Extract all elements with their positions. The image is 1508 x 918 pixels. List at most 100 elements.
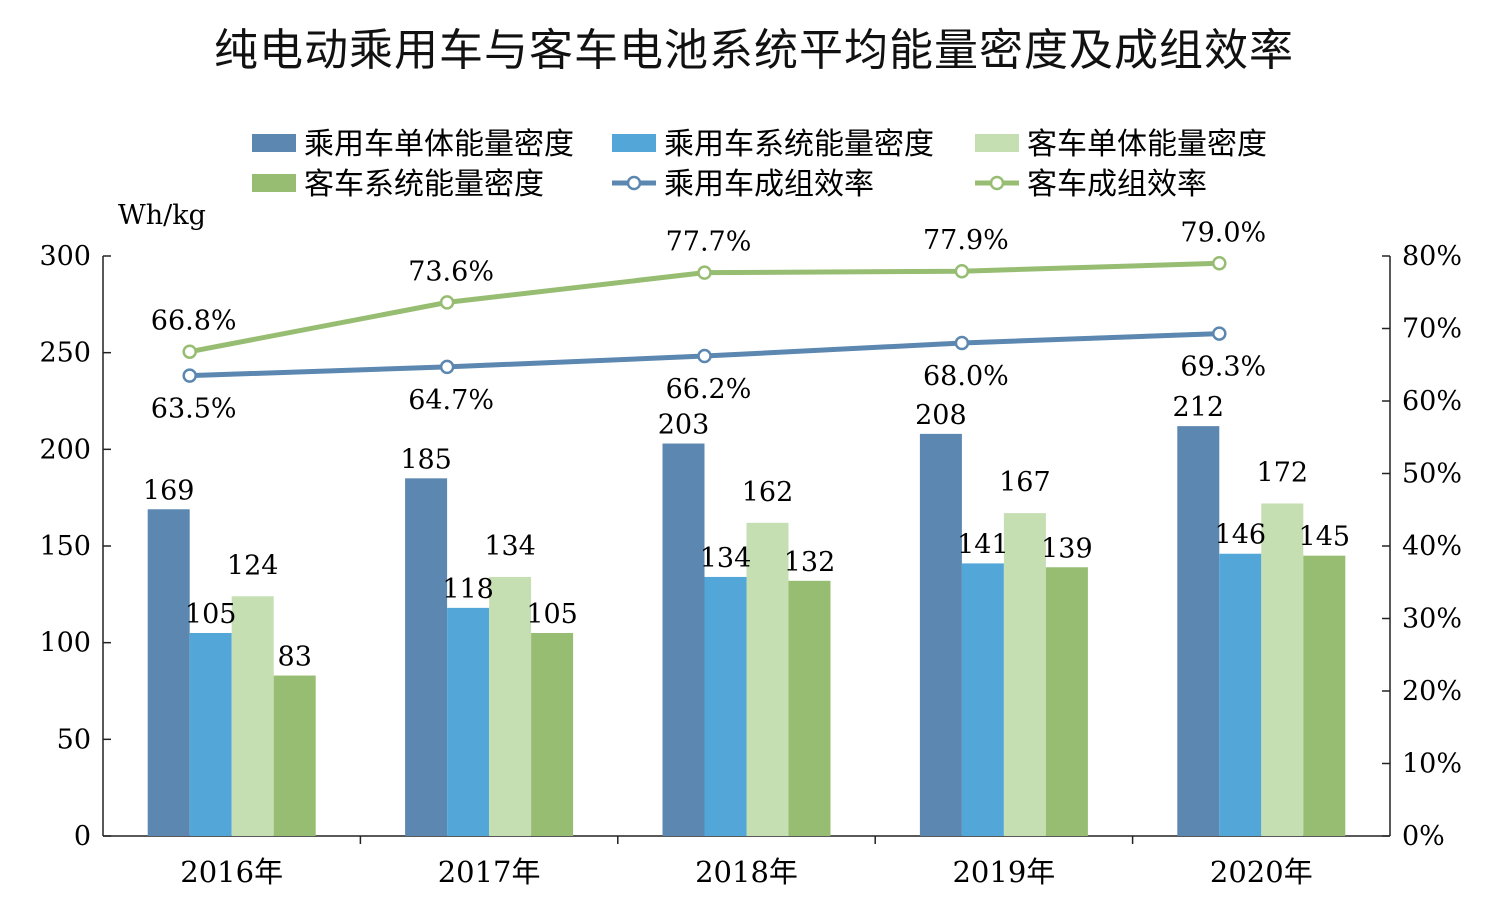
bar-data-labels: 169 185 203 208 212 105 118 134 141 146 124 134 162 1… [143, 392, 1350, 672]
line-value-label: 66.8% [151, 306, 237, 337]
line-value-label: 69.3% [1180, 352, 1266, 383]
bar [919, 433, 962, 836]
line-data-labels: 63.5% 64.7% 66.2% 68.0% 69.3% 66.8% 73.6% 77.7%… [151, 217, 1266, 424]
line-value-label: 64.7% [408, 385, 494, 416]
y2-tick-label: 0% [1402, 821, 1445, 852]
legend-label: 乘用车成组效率 [664, 167, 874, 202]
bar [489, 576, 532, 836]
bar-value-label: 169 [143, 475, 195, 506]
bar-value-label: 141 [957, 529, 1009, 560]
legend-swatch [975, 134, 1019, 152]
line-value-label: 63.5% [151, 394, 237, 425]
x-axis-ticks: 2016年 2017年 2018年 2019年 2020年 [180, 836, 1313, 889]
bar [531, 633, 574, 836]
bar-value-label: 162 [742, 477, 794, 508]
y2-tick-label: 40% [1402, 531, 1462, 562]
line-value-label: 66.2% [666, 374, 752, 405]
legend-label: 客车系统能量密度 [304, 167, 544, 202]
line-point [1212, 256, 1227, 271]
bar [405, 478, 448, 836]
x-tick-label: 2018年 [695, 855, 798, 889]
legend-swatch [252, 134, 296, 152]
y2-tick-label: 60% [1402, 386, 1462, 417]
line-point [954, 263, 970, 279]
line-point [439, 359, 455, 375]
y2-tick-label: 10% [1402, 749, 1462, 780]
bar [788, 580, 831, 836]
y-tick-label: 200 [39, 434, 91, 465]
bar [1177, 426, 1220, 836]
bar [273, 675, 316, 836]
line-value-label: 73.6% [408, 256, 494, 287]
bar-value-label: 146 [1215, 520, 1267, 551]
legend-label: 乘用车单体能量密度 [304, 127, 574, 162]
y2-tick-label: 30% [1402, 604, 1462, 635]
y2-tick-label: 70% [1402, 314, 1462, 345]
y-axis-unit-label: Wh/kg [118, 200, 206, 231]
bar [1045, 567, 1088, 836]
y-tick-label: 300 [39, 241, 91, 272]
legend-label: 乘用车系统能量密度 [664, 127, 934, 162]
bar-value-label: 172 [1257, 457, 1309, 488]
line-value-label: 77.9% [923, 225, 1009, 256]
bar [447, 607, 490, 836]
bar-value-label: 139 [1041, 533, 1093, 564]
chart-title: 纯电动乘用车与客车电池系统平均能量密度及成组效率 [214, 25, 1294, 76]
bar [662, 443, 705, 836]
bar-value-label: 83 [278, 642, 312, 673]
bar [147, 509, 190, 836]
y-tick-label: 100 [39, 628, 91, 659]
legend-marker [626, 175, 642, 191]
legend-swatch [252, 174, 296, 192]
bar-value-label: 134 [700, 543, 752, 574]
bar-value-label: 212 [1173, 392, 1225, 423]
bar-value-label: 185 [400, 444, 452, 475]
bar [231, 596, 274, 836]
bar [704, 576, 747, 836]
y-axis-ticks: 0 50 100 150 200 250 300 [39, 241, 111, 852]
bar [1219, 553, 1262, 836]
bar-value-label: 145 [1299, 522, 1351, 553]
y2-axis-ticks: 0% 10% 20% 30% 40% 50% 60% 70% 80% [1382, 241, 1462, 852]
y-tick-label: 150 [39, 531, 91, 562]
y2-tick-label: 50% [1402, 459, 1462, 490]
line-point [697, 348, 712, 364]
bar-value-label: 134 [484, 531, 536, 562]
bar-value-label: 105 [185, 599, 237, 630]
x-tick-label: 2017年 [438, 855, 541, 889]
bar-value-label: 203 [658, 410, 710, 441]
line-point [1212, 326, 1227, 341]
line-point [439, 295, 455, 310]
bar-value-label: 208 [915, 400, 967, 431]
bar-value-label: 118 [442, 574, 494, 605]
y-tick-label: 250 [39, 338, 91, 369]
line-point [182, 368, 197, 383]
bar [189, 633, 232, 836]
legend-label: 客车成组效率 [1027, 167, 1207, 202]
bar [1261, 503, 1304, 836]
y2-tick-label: 20% [1402, 676, 1462, 707]
bar-value-label: 167 [999, 467, 1051, 498]
line-point [182, 344, 197, 359]
bar-marks [147, 426, 1346, 836]
x-tick-label: 2019年 [952, 855, 1055, 889]
bar [961, 563, 1004, 836]
legend-swatch [612, 134, 656, 152]
line-point [954, 335, 970, 351]
x-tick-label: 2016年 [180, 855, 283, 889]
line-value-label: 79.0% [1180, 217, 1266, 248]
line-value-label: 77.7% [666, 227, 752, 258]
y2-tick-label: 80% [1402, 241, 1462, 272]
y-tick-label: 0 [74, 821, 91, 852]
x-tick-label: 2020年 [1210, 855, 1313, 889]
y-tick-label: 50 [57, 724, 91, 755]
line-value-label: 68.0% [923, 361, 1009, 392]
bar [1003, 513, 1046, 836]
line-point [697, 265, 712, 280]
line-marks [182, 256, 1227, 383]
legend-label: 客车单体能量密度 [1027, 127, 1267, 162]
legend-marker [989, 175, 1005, 191]
bar-value-label: 105 [526, 599, 578, 630]
